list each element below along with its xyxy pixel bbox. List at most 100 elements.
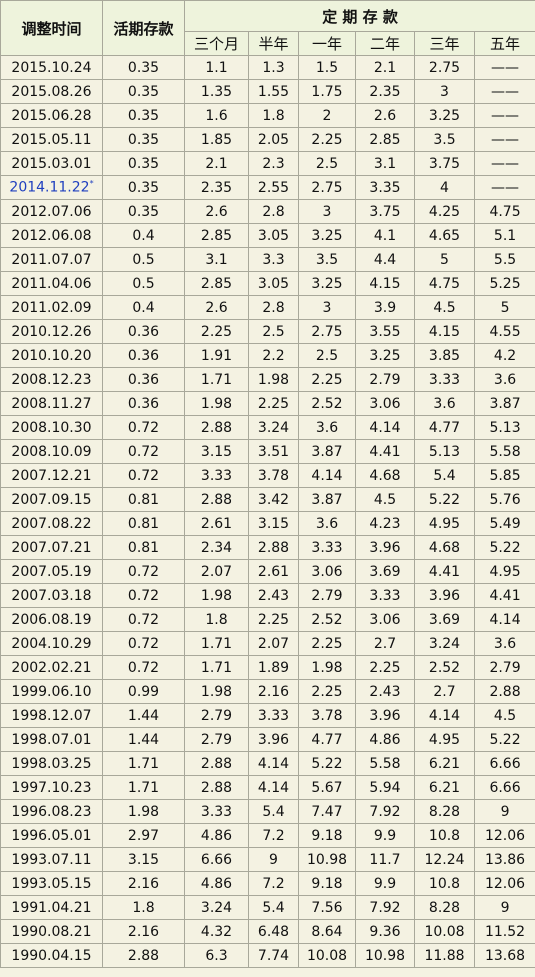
fixed-cell: 6.21 (414, 775, 475, 800)
header-cell: 三个月 (184, 31, 249, 56)
fixed-cell: 4.77 (298, 727, 356, 752)
date-cell: 2010.12.26 (0, 319, 103, 344)
fixed-cell: 3.75 (355, 199, 415, 224)
date-cell: 1990.08.21 (0, 919, 103, 944)
fixed-cell: 2.75 (298, 319, 356, 344)
fixed-cell: 9.18 (298, 823, 356, 848)
fixed-cell: 4.14 (298, 463, 356, 488)
fixed-cell: 12.24 (414, 847, 475, 872)
fixed-cell: 4.14 (473, 607, 535, 632)
date-cell: 2011.02.09 (0, 295, 103, 320)
date-cell: 1990.04.15 (0, 943, 103, 968)
fixed-cell: 2.52 (298, 391, 356, 416)
demand-cell: 2.16 (102, 871, 185, 896)
date-cell: 2012.07.06 (0, 199, 103, 224)
date-cell: 2015.05.11 (0, 127, 103, 152)
fixed-cell: 4.95 (414, 511, 475, 536)
table-row: 2010.12.26 0.36 2.25 2.5 2.75 3.55 4.15 4.55 (0, 319, 535, 344)
date-cell: 1997.10.23 (0, 775, 103, 800)
fixed-cell: 3.6 (414, 391, 475, 416)
demand-cell: 2.16 (102, 919, 185, 944)
fixed-cell: 3.78 (298, 703, 356, 728)
date-cell: 2012.06.08 (0, 223, 103, 248)
date-cell: 2011.07.07 (0, 247, 103, 272)
date-text: 1990.04.15 (11, 947, 92, 964)
demand-cell: 1.71 (102, 775, 185, 800)
date-text: 2011.07.07 (11, 251, 92, 268)
date-text: 2012.06.08 (11, 227, 92, 244)
fixed-cell: 2.8 (248, 295, 299, 320)
fixed-cell: 4.77 (414, 415, 475, 440)
date-text: 2007.05.19 (11, 563, 92, 580)
fixed-cell: 9 (248, 847, 299, 872)
fixed-cell: 2.6 (184, 295, 249, 320)
demand-cell: 0.81 (102, 535, 185, 560)
fixed-cell: 2.34 (184, 535, 249, 560)
table-row: 1996.08.23 1.98 3.33 5.4 7.47 7.92 8.28 9 (0, 799, 535, 824)
fixed-cell: 3.05 (248, 223, 299, 248)
fixed-cell: 3.6 (473, 367, 535, 392)
demand-cell: 0.35 (102, 79, 185, 104)
date-text: 2007.08.22 (11, 515, 92, 532)
fixed-cell: 3.25 (298, 271, 356, 296)
demand-cell: 1.44 (102, 727, 185, 752)
fixed-cell: 9.9 (355, 871, 415, 896)
fixed-cell: 10.8 (414, 823, 475, 848)
fixed-cell: 2.79 (184, 703, 249, 728)
fixed-cell: 5.1 (473, 223, 535, 248)
fixed-cell: 1.55 (248, 79, 299, 104)
fixed-cell: 4.75 (473, 199, 535, 224)
table-row: 2015.08.26 0.35 1.35 1.55 1.75 2.35 3 —— (0, 79, 535, 104)
date-text: 1991.04.21 (11, 899, 92, 916)
table-row: 1997.10.23 1.71 2.88 4.14 5.67 5.94 6.21 6.66 (0, 775, 535, 800)
demand-cell: 0.72 (102, 463, 185, 488)
date-cell: 2004.10.29 (0, 631, 103, 656)
date-cell: 2014.11.22* (0, 175, 103, 200)
fixed-cell: 4.14 (248, 751, 299, 776)
fixed-cell: 3.75 (414, 151, 475, 176)
fixed-cell: 7.92 (355, 799, 415, 824)
date-cell: 2008.10.30 (0, 415, 103, 440)
fixed-cell: 1.6 (184, 103, 249, 128)
table-row: 2007.09.15 0.81 2.88 3.42 3.87 4.5 5.22 5.76 (0, 487, 535, 512)
header-cell: 二年 (355, 31, 415, 56)
fixed-cell: 1.89 (248, 655, 299, 680)
fixed-cell: 8.64 (298, 919, 356, 944)
date-cell: 1993.05.15 (0, 871, 103, 896)
fixed-cell: 3.87 (298, 487, 356, 512)
demand-cell: 0.4 (102, 295, 185, 320)
date-cell: 1999.06.10 (0, 679, 103, 704)
demand-cell: 0.72 (102, 583, 185, 608)
fixed-cell: 1.98 (184, 391, 249, 416)
table-row: 1998.12.07 1.44 2.79 3.33 3.78 3.96 4.14 4.5 (0, 703, 535, 728)
fixed-cell: 2.5 (298, 151, 356, 176)
fixed-cell: 5.58 (473, 439, 535, 464)
fixed-cell: 2.88 (248, 535, 299, 560)
fixed-cell: 2.6 (184, 199, 249, 224)
fixed-cell: 3.96 (414, 583, 475, 608)
fixed-cell: 5.58 (355, 751, 415, 776)
date-text: 2010.12.26 (11, 323, 92, 340)
fixed-cell: 11.7 (355, 847, 415, 872)
fixed-cell: 3.24 (414, 631, 475, 656)
fixed-cell: 2.79 (184, 727, 249, 752)
date-cell: 1993.07.11 (0, 847, 103, 872)
fixed-cell: 5.22 (414, 487, 475, 512)
demand-cell: 1.98 (102, 799, 185, 824)
date-text: 2007.09.15 (11, 491, 92, 508)
fixed-cell: 2.88 (184, 415, 249, 440)
fixed-cell: 4.65 (414, 223, 475, 248)
fixed-cell: 2.85 (184, 271, 249, 296)
fixed-cell: 4.95 (473, 559, 535, 584)
fixed-cell: 6.66 (184, 847, 249, 872)
fixed-cell: 2.3 (248, 151, 299, 176)
fixed-cell: 11.88 (414, 943, 475, 968)
fixed-cell: 2.75 (414, 55, 475, 80)
fixed-cell: 3 (414, 79, 475, 104)
fixed-cell: 4.1 (355, 223, 415, 248)
date-text: 2015.05.11 (11, 131, 92, 148)
table-row: 2008.10.30 0.72 2.88 3.24 3.6 4.14 4.77 5.13 (0, 415, 535, 440)
date-text: 1996.08.23 (11, 803, 92, 820)
